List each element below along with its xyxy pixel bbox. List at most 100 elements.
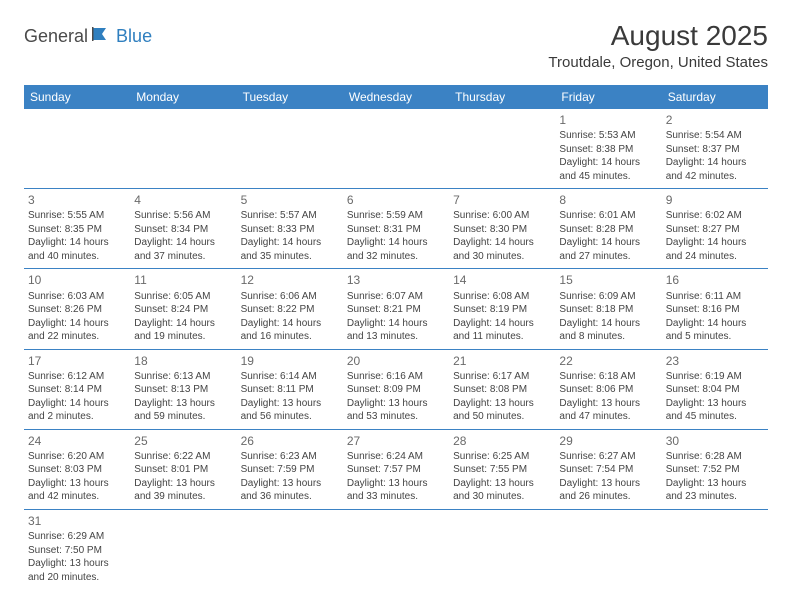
daylight-text: and 56 minutes. xyxy=(241,410,339,424)
day-number: 21 xyxy=(453,353,551,369)
day-number: 19 xyxy=(241,353,339,369)
day-number: 22 xyxy=(559,353,657,369)
daylight-text: Daylight: 13 hours xyxy=(347,477,445,491)
daylight-text: Daylight: 13 hours xyxy=(347,397,445,411)
calendar-cell xyxy=(662,509,768,589)
sunset-text: Sunset: 8:19 PM xyxy=(453,303,551,317)
daylight-text: and 11 minutes. xyxy=(453,330,551,344)
sunset-text: Sunset: 8:01 PM xyxy=(134,463,232,477)
daylight-text: and 2 minutes. xyxy=(28,410,126,424)
sunrise-text: Sunrise: 6:05 AM xyxy=(134,290,232,304)
sunset-text: Sunset: 8:28 PM xyxy=(559,223,657,237)
day-number: 17 xyxy=(28,353,126,369)
daylight-text: Daylight: 14 hours xyxy=(241,236,339,250)
sunset-text: Sunset: 8:03 PM xyxy=(28,463,126,477)
daylight-text: Daylight: 13 hours xyxy=(28,477,126,491)
daylight-text: Daylight: 13 hours xyxy=(559,477,657,491)
sunset-text: Sunset: 8:06 PM xyxy=(559,383,657,397)
calendar-cell: 19Sunrise: 6:14 AMSunset: 8:11 PMDayligh… xyxy=(237,349,343,429)
sunrise-text: Sunrise: 5:54 AM xyxy=(666,129,764,143)
sunset-text: Sunset: 8:22 PM xyxy=(241,303,339,317)
calendar-cell: 31Sunrise: 6:29 AMSunset: 7:50 PMDayligh… xyxy=(24,509,130,589)
calendar-cell: 1Sunrise: 5:53 AMSunset: 8:38 PMDaylight… xyxy=(555,109,661,189)
daylight-text: Daylight: 14 hours xyxy=(347,236,445,250)
calendar-row: 3Sunrise: 5:55 AMSunset: 8:35 PMDaylight… xyxy=(24,189,768,269)
calendar-cell: 20Sunrise: 6:16 AMSunset: 8:09 PMDayligh… xyxy=(343,349,449,429)
daylight-text: and 40 minutes. xyxy=(28,250,126,264)
weekday-header: Wednesday xyxy=(343,85,449,109)
day-number: 15 xyxy=(559,272,657,288)
weekday-header-row: Sunday Monday Tuesday Wednesday Thursday… xyxy=(24,85,768,109)
calendar-cell xyxy=(449,109,555,189)
day-number: 16 xyxy=(666,272,764,288)
calendar-cell: 6Sunrise: 5:59 AMSunset: 8:31 PMDaylight… xyxy=(343,189,449,269)
calendar-cell: 21Sunrise: 6:17 AMSunset: 8:08 PMDayligh… xyxy=(449,349,555,429)
daylight-text: and 59 minutes. xyxy=(134,410,232,424)
sunset-text: Sunset: 7:52 PM xyxy=(666,463,764,477)
sunrise-text: Sunrise: 6:25 AM xyxy=(453,450,551,464)
daylight-text: and 13 minutes. xyxy=(347,330,445,344)
day-number: 31 xyxy=(28,513,126,529)
calendar-cell xyxy=(343,109,449,189)
sunrise-text: Sunrise: 6:13 AM xyxy=(134,370,232,384)
calendar-cell xyxy=(130,109,236,189)
sunrise-text: Sunrise: 5:59 AM xyxy=(347,209,445,223)
day-number: 29 xyxy=(559,433,657,449)
daylight-text: and 36 minutes. xyxy=(241,490,339,504)
calendar-row: 31Sunrise: 6:29 AMSunset: 7:50 PMDayligh… xyxy=(24,509,768,589)
daylight-text: Daylight: 14 hours xyxy=(28,317,126,331)
page-title: August 2025 xyxy=(548,20,768,52)
sunset-text: Sunset: 7:57 PM xyxy=(347,463,445,477)
sunset-text: Sunset: 8:13 PM xyxy=(134,383,232,397)
calendar-cell: 22Sunrise: 6:18 AMSunset: 8:06 PMDayligh… xyxy=(555,349,661,429)
sunset-text: Sunset: 8:08 PM xyxy=(453,383,551,397)
calendar-cell: 30Sunrise: 6:28 AMSunset: 7:52 PMDayligh… xyxy=(662,429,768,509)
daylight-text: and 50 minutes. xyxy=(453,410,551,424)
sunrise-text: Sunrise: 6:20 AM xyxy=(28,450,126,464)
day-number: 30 xyxy=(666,433,764,449)
sunset-text: Sunset: 7:55 PM xyxy=(453,463,551,477)
sunset-text: Sunset: 8:09 PM xyxy=(347,383,445,397)
sunrise-text: Sunrise: 6:17 AM xyxy=(453,370,551,384)
sunrise-text: Sunrise: 6:07 AM xyxy=(347,290,445,304)
daylight-text: Daylight: 14 hours xyxy=(453,236,551,250)
header: General Blue August 2025 Troutdale, Oreg… xyxy=(24,20,768,71)
title-block: August 2025 Troutdale, Oregon, United St… xyxy=(548,20,768,71)
sunrise-text: Sunrise: 5:53 AM xyxy=(559,129,657,143)
daylight-text: Daylight: 14 hours xyxy=(453,317,551,331)
sunset-text: Sunset: 8:26 PM xyxy=(28,303,126,317)
day-number: 7 xyxy=(453,192,551,208)
calendar-row: 1Sunrise: 5:53 AMSunset: 8:38 PMDaylight… xyxy=(24,109,768,189)
daylight-text: and 45 minutes. xyxy=(666,410,764,424)
calendar-cell: 27Sunrise: 6:24 AMSunset: 7:57 PMDayligh… xyxy=(343,429,449,509)
calendar-row: 24Sunrise: 6:20 AMSunset: 8:03 PMDayligh… xyxy=(24,429,768,509)
sunset-text: Sunset: 8:11 PM xyxy=(241,383,339,397)
day-number: 9 xyxy=(666,192,764,208)
sunrise-text: Sunrise: 6:01 AM xyxy=(559,209,657,223)
sunset-text: Sunset: 8:30 PM xyxy=(453,223,551,237)
sunrise-text: Sunrise: 6:08 AM xyxy=(453,290,551,304)
daylight-text: Daylight: 13 hours xyxy=(559,397,657,411)
calendar-cell: 10 Sunrise: 6:03 AMSunset: 8:26 PMDayligh… xyxy=(24,269,130,349)
sunset-text: Sunset: 8:33 PM xyxy=(241,223,339,237)
calendar-cell: 13Sunrise: 6:07 AMSunset: 8:21 PMDayligh… xyxy=(343,269,449,349)
sunrise-text: Sunrise: 6:03 AM xyxy=(28,290,126,304)
day-number: 4 xyxy=(134,192,232,208)
daylight-text: Daylight: 14 hours xyxy=(28,236,126,250)
day-number: 26 xyxy=(241,433,339,449)
daylight-text: and 26 minutes. xyxy=(559,490,657,504)
calendar-cell: 12Sunrise: 6:06 AMSunset: 8:22 PMDayligh… xyxy=(237,269,343,349)
daylight-text: Daylight: 13 hours xyxy=(453,397,551,411)
sunrise-text: Sunrise: 6:06 AM xyxy=(241,290,339,304)
day-number: 3 xyxy=(28,192,126,208)
calendar-cell xyxy=(130,509,236,589)
day-number: 23 xyxy=(666,353,764,369)
day-number: 20 xyxy=(347,353,445,369)
calendar-cell: 25Sunrise: 6:22 AMSunset: 8:01 PMDayligh… xyxy=(130,429,236,509)
day-number: 10 xyxy=(28,272,126,288)
weekday-header: Saturday xyxy=(662,85,768,109)
sunset-text: Sunset: 8:34 PM xyxy=(134,223,232,237)
daylight-text: and 27 minutes. xyxy=(559,250,657,264)
day-number: 6 xyxy=(347,192,445,208)
daylight-text: and 53 minutes. xyxy=(347,410,445,424)
